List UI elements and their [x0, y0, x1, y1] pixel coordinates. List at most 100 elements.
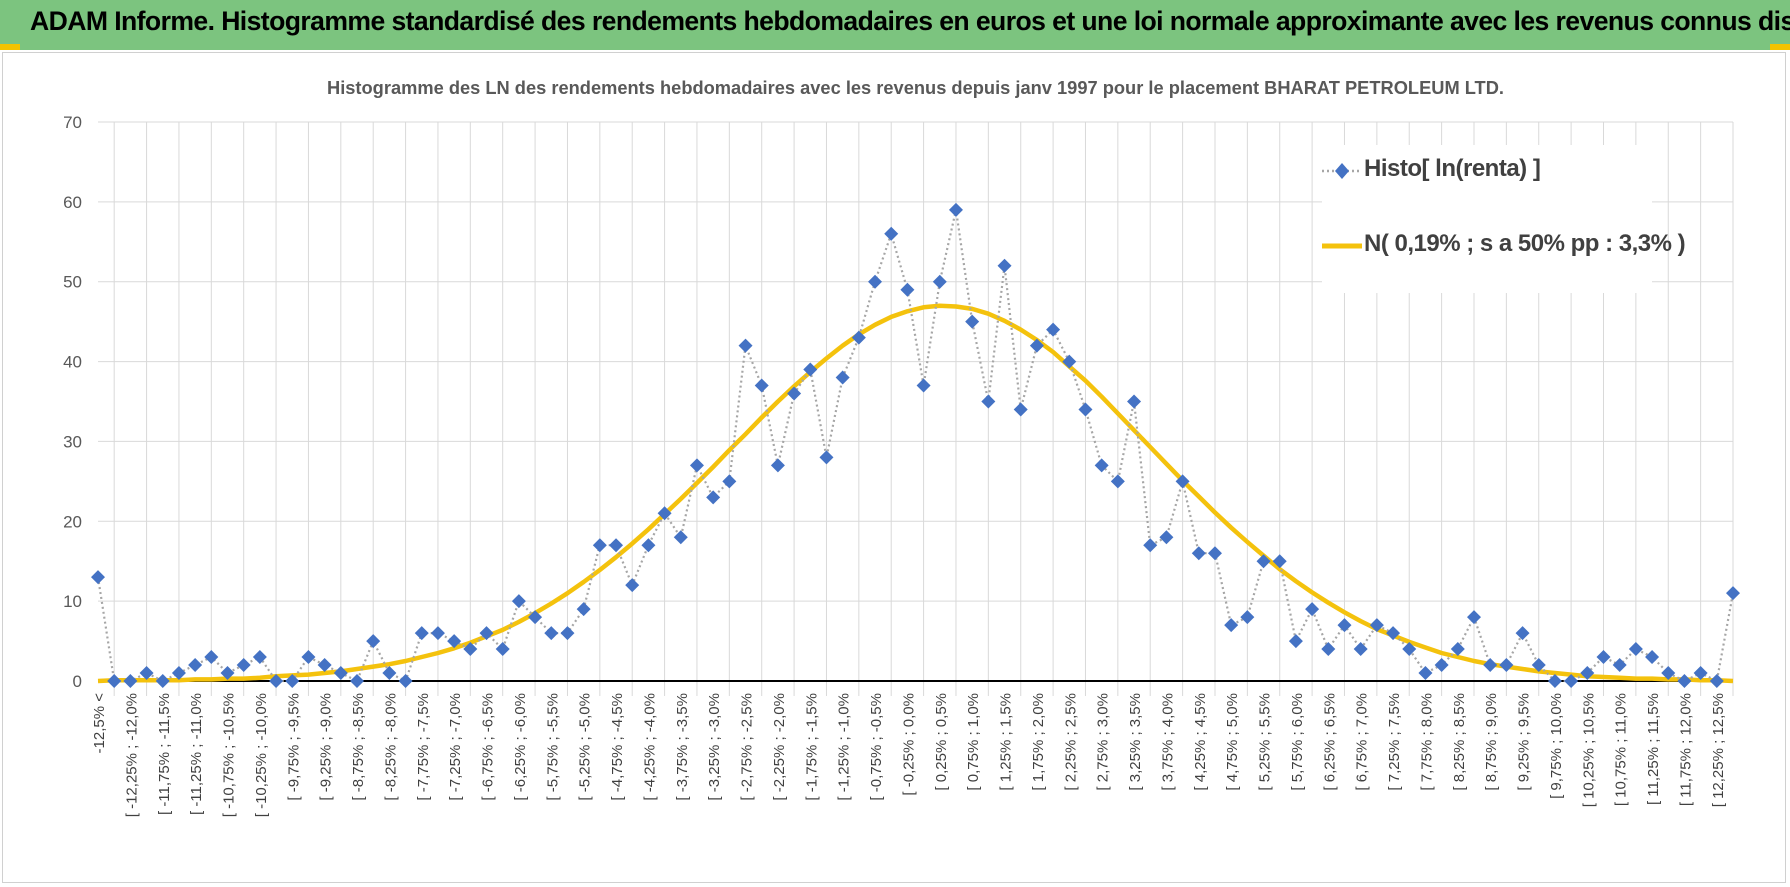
x-tick-label: [ -0,75% ; -0,5%: [868, 693, 885, 801]
histogram-point: [868, 274, 883, 289]
x-tick-label: [ 5,25% ; 5,5%: [1257, 693, 1274, 791]
histogram-point: [657, 506, 672, 521]
x-tick-label: [ -6,25% ; -6,0%: [512, 693, 529, 801]
x-tick-label: [ -1,25% ; -1,0%: [836, 693, 853, 801]
histogram-point: [123, 674, 138, 688]
histogram-point: [1224, 618, 1239, 633]
x-tick-label: [ 9,75% ; 10,0%: [1548, 693, 1565, 799]
histogram-point: [1596, 650, 1611, 665]
x-tick-label: [ -3,75% ; -3,5%: [674, 693, 691, 801]
histogram-point: [463, 642, 478, 657]
histogram-point: [1450, 642, 1465, 657]
histogram-point: [1645, 650, 1660, 665]
histogram-point: [609, 538, 624, 553]
x-tick-label: [ 7,25% ; 7,5%: [1386, 693, 1403, 791]
histogram-point: [1386, 626, 1401, 641]
histogram-point: [738, 338, 753, 353]
x-tick-label: [ -1,75% ; -1,5%: [803, 693, 820, 801]
x-tick-label: [ 1,25% ; 1,5%: [998, 693, 1015, 791]
histogram-point: [1029, 338, 1044, 353]
x-tick-label: [ 6,75% ; 7,0%: [1354, 693, 1371, 791]
histogram-point: [770, 458, 785, 473]
histogram-point: [932, 274, 947, 289]
x-tick-label: [ 5,75% ; 6,0%: [1289, 693, 1306, 791]
histogram-point: [1612, 658, 1627, 673]
histogram-point: [1564, 674, 1579, 688]
x-tick-label: [ -10,75% ; -10,5%: [221, 693, 238, 817]
histogram-point: [252, 650, 267, 665]
chart-title: Histogramme des LN des rendements hebdom…: [327, 77, 1504, 98]
histogram-point: [430, 626, 445, 641]
histogram-point: [188, 658, 203, 673]
histogram-point: [414, 626, 429, 641]
histogram-point: [673, 530, 688, 545]
x-tick-label: [ 0,75% ; 1,0%: [965, 693, 982, 791]
histogram-point: [819, 450, 834, 465]
histogram-point: [1175, 474, 1190, 489]
normal-curve-line: [97, 303, 1734, 684]
histogram-point: [366, 634, 381, 649]
histogram-point: [787, 386, 802, 401]
histogram-point: [916, 378, 931, 393]
histogram-point: [722, 474, 737, 489]
histogram-point: [204, 650, 219, 665]
x-tick-label: [ 12,25% ; 12,5%: [1710, 693, 1727, 807]
x-tick-label: [ 1,75% ; 2,0%: [1030, 693, 1047, 791]
legend-swatch-normal: [1322, 243, 1362, 249]
x-tick-label: [ 6,25% ; 6,5%: [1321, 693, 1338, 791]
histogram-point: [1369, 618, 1384, 633]
histogram-point: [301, 650, 316, 665]
x-tick-label: [ -8,25% ; -8,0%: [382, 693, 399, 801]
x-tick-label: [ 9,25% ; 9,5%: [1516, 693, 1533, 791]
histogram-point: [1402, 642, 1417, 657]
histogram-point: [139, 666, 154, 681]
histogram-point: [1499, 658, 1514, 673]
histogram-point: [689, 458, 704, 473]
histogram-point: [511, 594, 526, 609]
histogram-point: [1062, 354, 1077, 369]
x-tick-label: [ 2,25% ; 2,5%: [1062, 693, 1079, 791]
x-tick-label: [ -5,25% ; -5,0%: [577, 693, 594, 801]
x-tick-label: [ -11,25% ; -11,0%: [188, 693, 205, 815]
histogram-point: [1547, 674, 1562, 688]
histogram-point: [382, 666, 397, 681]
histogram-point: [1110, 474, 1125, 489]
banner-accent-left: [0, 44, 20, 50]
histogram-point: [641, 538, 656, 553]
histogram-point: [1272, 554, 1287, 569]
histogram-point: [236, 658, 251, 673]
histogram-point: [1434, 658, 1449, 673]
histogram-point: [706, 490, 721, 505]
histogram-point: [1094, 458, 1109, 473]
histogram-point: [1628, 642, 1643, 657]
chart-legend: Histo[ ln(renta) ] N( 0,19% ; s a 50% pp…: [1322, 145, 1686, 293]
histogram-point: [560, 626, 575, 641]
histogram-point: [107, 674, 122, 688]
histogram-point: [803, 362, 818, 377]
histogram-point: [1305, 602, 1320, 617]
x-tick-label: [ 8,25% ; 8,5%: [1451, 693, 1468, 791]
histogram-point: [1207, 546, 1222, 561]
y-tick-label: 70: [63, 113, 82, 132]
x-tick-label: [ -12,25% ; -12,0%: [123, 693, 140, 817]
x-tick-label: [ 10,25% ; 10,5%: [1580, 693, 1597, 807]
histogram-point: [1661, 666, 1676, 681]
x-tick-label: [ -11,75% ; -11,5%: [156, 693, 173, 815]
histogram-point: [398, 674, 413, 688]
histogram-point: [1337, 618, 1352, 633]
x-tick-label: [ -6,75% ; -6,5%: [480, 693, 497, 801]
histogram-point: [479, 626, 494, 641]
histogram-point: [1078, 402, 1093, 417]
legend-label-histo: Histo[ ln(renta) ]: [1364, 155, 1541, 182]
x-tick-label: [ 3,25% ; 3,5%: [1127, 693, 1144, 791]
x-tick-label: [ -9,25% ; -9,0%: [318, 693, 335, 801]
histogram-point: [155, 674, 170, 688]
x-tick-label: [ 4,75% ; 5,0%: [1224, 693, 1241, 791]
y-tick-label: 10: [63, 592, 82, 611]
histogram-point: [1288, 634, 1303, 649]
x-tick-label: [ 0,25% ; 0,5%: [933, 693, 950, 791]
y-tick-label: 20: [63, 512, 82, 531]
histogram-point: [900, 282, 915, 297]
x-tick-label: [ 11,75% ; 12,0%: [1677, 693, 1694, 806]
histogram-point: [528, 610, 543, 625]
